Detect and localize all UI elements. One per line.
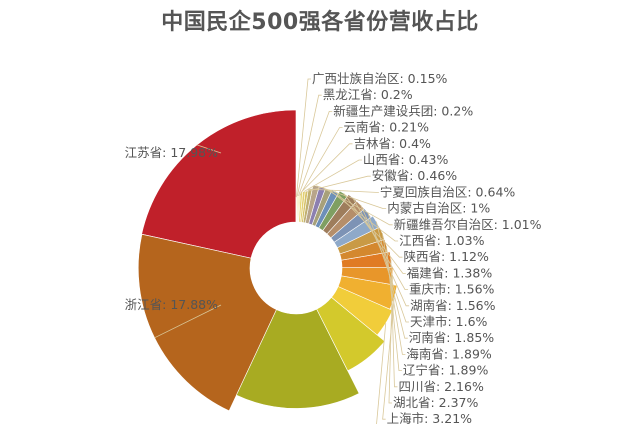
slice-label: 江西省: 1.03%: [399, 233, 485, 248]
pie-slice: [295, 196, 298, 223]
leader-line: [343, 193, 406, 274]
slice-label: 上海市: 3.21%: [387, 411, 473, 424]
leader-line: [306, 175, 371, 192]
leader-line: [375, 221, 408, 339]
leader-line: [388, 275, 393, 404]
slice-label: 内蒙古自治区: 1%: [387, 201, 490, 216]
leader-line: [301, 143, 353, 193]
leader-line: [196, 144, 222, 154]
slice-label: 湖南省: 1.56%: [410, 298, 496, 313]
leader-line: [296, 78, 311, 198]
leader-line: [322, 187, 393, 226]
slice-label: 重庆市: 1.56%: [409, 282, 495, 297]
leader-line: [386, 245, 402, 372]
leader-line: [296, 94, 322, 196]
leader-line: [352, 197, 409, 291]
slice-label: 湖北省: 2.37%: [393, 395, 479, 410]
slice-label: 安徽省: 0.46%: [372, 168, 458, 183]
donut-hole: [250, 222, 342, 314]
slice-label: 新疆维吾尔自治区: 1.01%: [394, 217, 542, 232]
leader-line: [316, 185, 387, 210]
slice-label: 陕西省: 1.12%: [403, 249, 489, 264]
leader-line: [299, 127, 343, 196]
slice-label: 黑龙江省: 0.2%: [323, 87, 413, 102]
slice-label: 浙江省: 17.88%: [125, 297, 218, 312]
leader-line: [334, 191, 403, 258]
leader-line: [328, 189, 399, 242]
slice-label: 云南省: 0.21%: [344, 120, 430, 135]
slice-label: 河南省: 1.85%: [409, 330, 495, 345]
slice-label: 四川省: 2.16%: [398, 379, 484, 394]
slice-label: 宁夏回族自治区: 0.64%: [380, 184, 516, 199]
slice-label: 广西壮族自治区: 0.15%: [312, 71, 448, 86]
leader-line: [376, 323, 387, 424]
slice-label: 天津市: 1.6%: [410, 314, 488, 329]
slice-label: 山西省: 0.43%: [363, 152, 449, 167]
leader-line: [382, 297, 395, 420]
slice-label: 辽宁省: 1.89%: [403, 363, 489, 378]
leader-line: [298, 111, 333, 197]
slice-label: 新疆生产建设兵团: 0.2%: [333, 103, 473, 118]
slice-label: 江苏省: 17.98%: [125, 145, 218, 160]
slice-label: 福建省: 1.38%: [407, 265, 493, 280]
leader-line: [303, 159, 362, 192]
chart-title: 中国民企500强各省份营收占比: [161, 10, 479, 35]
leader-line: [367, 212, 409, 323]
leader-line: [154, 304, 222, 339]
slice-label: 海南省: 1.89%: [406, 346, 492, 361]
leader-line: [310, 188, 379, 193]
slice-label: 吉林省: 0.4%: [353, 136, 431, 151]
leader-line: [360, 204, 410, 307]
